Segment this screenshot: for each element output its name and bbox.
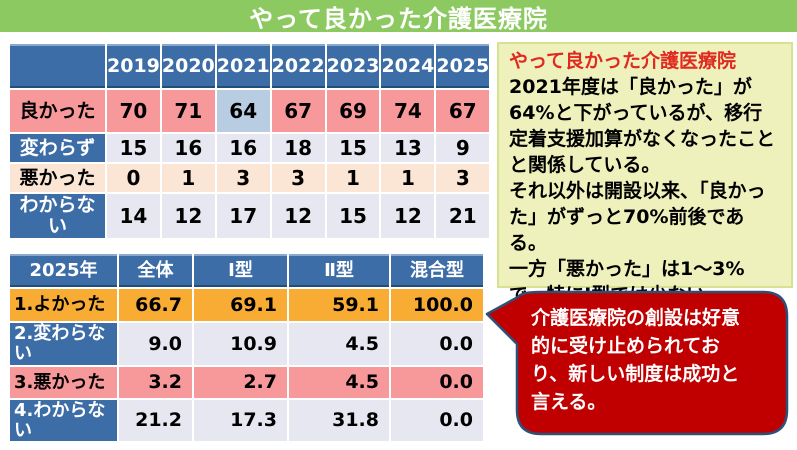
data-cell: 71 — [161, 90, 215, 132]
header-cell: 2022 — [271, 44, 325, 88]
data-cell: 17 — [216, 194, 270, 238]
note-heading: やって良かった介護医療院 — [509, 50, 737, 72]
table-row: 良かった 70 71 64 67 69 74 67 — [10, 90, 490, 132]
data-cell: 2.7 — [194, 367, 287, 398]
row-label: 3.悪かった — [10, 367, 117, 398]
data-cell: 59.1 — [289, 289, 389, 321]
note-box: やって良かった介護医療院 2021年度は「良かった」が64%と下がっているが、移… — [497, 42, 793, 306]
data-cell: 17.3 — [194, 400, 287, 441]
header-cell: 2021 — [216, 44, 270, 88]
data-cell: 67 — [436, 90, 490, 132]
header-cell — [10, 44, 105, 88]
note-paragraph: 2021年度は「良かった」が64%と下がっているが、移行定着支援加算がなくなった… — [509, 76, 776, 176]
table-row: 1.よかった 66.7 69.1 59.1 100.0 — [10, 289, 483, 321]
data-cell: 13 — [381, 134, 435, 162]
data-cell: 74 — [381, 90, 435, 132]
header-cell: 2024 — [381, 44, 435, 88]
data-cell: 15 — [107, 134, 160, 162]
satisfaction-by-type-table: 2025年 全体 Ⅰ型 Ⅱ型 混合型 1.よかった 66.7 69.1 59.1 100.0 2.変… — [8, 252, 485, 443]
note-paragraph: それ以外は開設以来、「良かった」がずっと70%前後である。 — [509, 180, 766, 254]
conclusion-callout: 介護医療院の創設は好意的に受け止められており、新しい制度は成功と言える。 — [483, 290, 793, 448]
header-cell: 混合型 — [391, 254, 483, 287]
data-cell: 3.2 — [119, 367, 192, 398]
data-cell: 14 — [107, 194, 160, 238]
slide-title: やって良かった介護医療院 — [249, 4, 548, 33]
row-label: 変わらず — [10, 134, 105, 162]
data-cell: 66.7 — [119, 289, 192, 321]
data-cell: 69 — [326, 90, 380, 132]
data-cell: 16 — [161, 134, 215, 162]
data-cell: 9 — [436, 134, 490, 162]
data-cell: 100.0 — [391, 289, 483, 321]
data-cell: 1 — [381, 164, 435, 192]
data-cell: 3 — [216, 164, 270, 192]
data-cell: 12 — [271, 194, 325, 238]
table-row: わからない 14 12 17 12 15 12 21 — [10, 194, 490, 238]
table-header-row: 2019 2020 2021 2022 2023 2024 2025 — [10, 44, 490, 88]
data-cell: 69.1 — [194, 289, 287, 321]
data-cell: 12 — [161, 194, 215, 238]
row-label: 1.よかった — [10, 289, 117, 321]
data-cell: 1 — [326, 164, 380, 192]
callout-text: 介護医療院の創設は好意的に受け止められており、新しい制度は成功と言える。 — [531, 307, 741, 413]
data-cell: 67 — [271, 90, 325, 132]
header-cell: 2020 — [161, 44, 215, 88]
header-cell: 2023 — [326, 44, 380, 88]
data-cell: 21 — [436, 194, 490, 238]
header-cell: 全体 — [119, 254, 192, 287]
data-cell: 3 — [271, 164, 325, 192]
title-bar: やって良かった介護医療院 — [0, 0, 797, 33]
data-cell: 12 — [381, 194, 435, 238]
data-cell: 9.0 — [119, 323, 192, 365]
table-row: 2.変わらない 9.0 10.9 4.5 0.0 — [10, 323, 483, 365]
header-cell: Ⅰ型 — [194, 254, 287, 287]
data-cell: 18 — [271, 134, 325, 162]
yearly-satisfaction-table: 2019 2020 2021 2022 2023 2024 2025 良かった 70 71 64 67… — [8, 42, 491, 240]
header-cell: 2019 — [107, 44, 160, 88]
table-row: 4.わからない 21.2 17.3 31.8 0.0 — [10, 400, 483, 441]
data-cell: 16 — [216, 134, 270, 162]
data-cell: 21.2 — [119, 400, 192, 441]
data-cell: 31.8 — [289, 400, 389, 441]
data-cell: 70 — [107, 90, 160, 132]
header-cell: 2025 — [436, 44, 490, 88]
header-cell: 2025年 — [10, 254, 117, 287]
data-cell: 0 — [107, 164, 160, 192]
header-cell: Ⅱ型 — [289, 254, 389, 287]
data-cell: 0.0 — [391, 400, 483, 441]
data-cell: 10.9 — [194, 323, 287, 365]
data-cell: 1 — [161, 164, 215, 192]
row-label: 悪かった — [10, 164, 105, 192]
data-cell: 3 — [436, 164, 490, 192]
data-cell: 4.5 — [289, 323, 389, 365]
data-cell: 0.0 — [391, 367, 483, 398]
speech-bubble-shape — [485, 290, 789, 436]
row-label: 良かった — [10, 90, 105, 132]
data-cell: 0.0 — [391, 323, 483, 365]
row-label: 2.変わらない — [10, 323, 117, 365]
data-cell: 15 — [326, 194, 380, 238]
data-cell: 15 — [326, 134, 380, 162]
row-label: わからない — [10, 194, 105, 238]
table-row: 悪かった 0 1 3 3 1 1 3 — [10, 164, 490, 192]
table-row: 変わらず 15 16 16 18 15 13 9 — [10, 134, 490, 162]
row-label: 4.わからない — [10, 400, 117, 441]
table-row: 3.悪かった 3.2 2.7 4.5 0.0 — [10, 367, 483, 398]
data-cell: 4.5 — [289, 367, 389, 398]
data-cell: 64 — [216, 90, 270, 132]
table-header-row: 2025年 全体 Ⅰ型 Ⅱ型 混合型 — [10, 254, 483, 287]
